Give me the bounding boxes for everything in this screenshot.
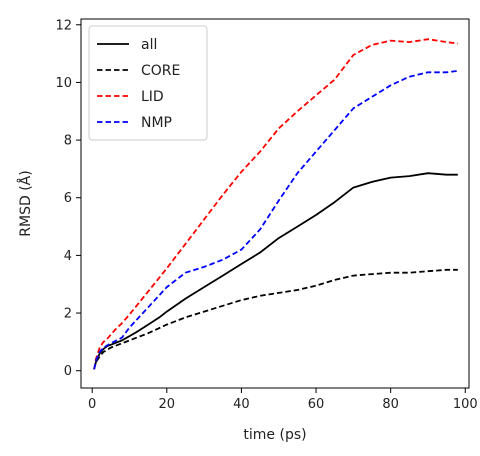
x-axis-label: time (ps)	[243, 427, 306, 443]
x-tick-label: 60	[308, 397, 325, 412]
axes-layer: 0 20 40 60 80 100 0 2 4 6 8 10 12	[55, 18, 477, 412]
y-tick-label: 10	[55, 76, 72, 91]
y-tick-label: 6	[64, 191, 72, 206]
series-line-lid	[93, 38, 458, 370]
legend: all CORE LID NMP	[88, 25, 208, 141]
series-layer	[93, 38, 458, 370]
legend-label: all	[141, 37, 157, 53]
legend-label: LID	[141, 89, 164, 105]
y-tick-label: 0	[64, 364, 72, 379]
x-tick-label: 20	[159, 397, 176, 412]
y-tick-label: 8	[64, 134, 72, 149]
series-line-core	[93, 268, 458, 370]
x-tick-label: 40	[233, 397, 250, 412]
x-tick-label: 0	[88, 397, 96, 412]
x-tick-label: 80	[382, 397, 399, 412]
x-tick-label: 100	[453, 397, 478, 412]
y-axis-label: RMSD (Å)	[17, 170, 34, 236]
legend-label: CORE	[141, 63, 180, 79]
y-tick-label: 12	[55, 18, 72, 33]
y-tick-label: 4	[64, 249, 72, 264]
y-tick-label: 2	[64, 307, 72, 322]
legend-box	[88, 25, 208, 141]
legend-label: NMP	[141, 115, 172, 131]
plot-frame	[80, 18, 470, 389]
series-line-nmp	[93, 70, 458, 370]
series-line-all	[93, 172, 458, 370]
